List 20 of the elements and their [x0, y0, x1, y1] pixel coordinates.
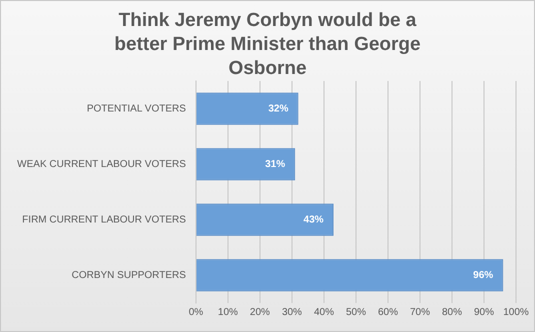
data-label: 96% — [473, 270, 494, 281]
data-label: 32% — [268, 104, 288, 114]
chart-title: Think Jeremy Corbyn would be a better Prime Minister than George Osborne — [113, 9, 422, 79]
data-label: 43% — [304, 214, 324, 226]
y-tick-label: WEAK CURRENT LABOUR VOTERS — [17, 159, 186, 170]
x-tick-label: 80% — [442, 306, 462, 318]
x-tick-label: 20% — [250, 306, 270, 318]
x-tick-label: 30% — [282, 306, 302, 318]
x-tick-label: 100% — [503, 306, 529, 318]
x-tick-label: 0% — [188, 306, 204, 318]
y-tick-label: FIRM CURRENT LABOUR VOTERS — [22, 214, 186, 226]
x-tick-label: 60% — [378, 306, 398, 318]
x-tick-label: 10% — [218, 306, 238, 318]
y-tick-label: POTENTIAL VOTERS — [86, 104, 186, 114]
x-tick-label: 50% — [346, 306, 366, 318]
x-tick-label: 90% — [474, 306, 494, 318]
x-tick-label: 40% — [314, 306, 334, 318]
data-label: 31% — [265, 159, 286, 170]
x-tick-label: 70% — [410, 306, 430, 318]
y-tick-label: CORBYN SUPPORTERS — [72, 270, 186, 281]
